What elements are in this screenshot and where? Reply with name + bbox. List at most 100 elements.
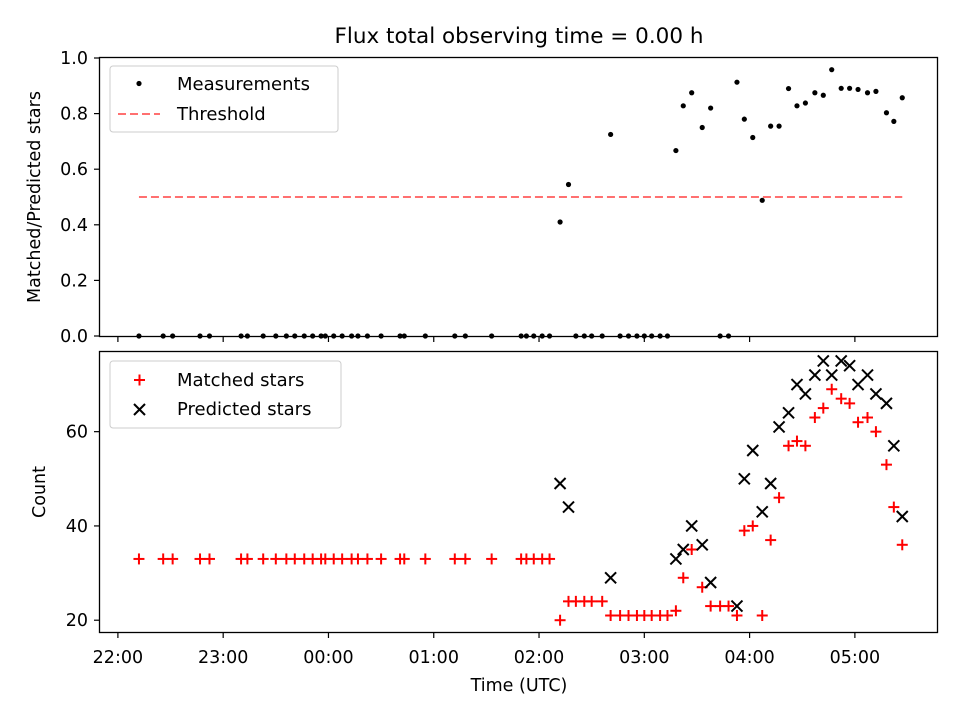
predicted-star-point [843,359,856,372]
predicted-star-point [887,439,901,453]
measurement-point [838,85,844,91]
measurement-point [873,88,879,94]
legend-predicted-marker [133,403,146,416]
matched-star-point [361,553,373,565]
matched-star-point [133,553,145,565]
top-y-tick-label: 0.4 [60,216,88,236]
predicted-star-point [808,368,822,382]
measurement-point [899,95,905,101]
measurement-point [776,123,782,129]
measurement-point [673,147,679,154]
matched-star-point [738,525,750,537]
legend-measurements-label: Measurements [177,74,310,95]
matched-star-point [826,383,838,395]
matched-star-point [686,544,698,556]
predicted-star-point [880,397,893,410]
top-y-tick-label: 1.0 [60,49,88,69]
measurement-point [802,100,808,106]
matched-star-point [880,459,892,471]
matched-star-point [791,435,803,447]
matched-star-point [661,610,673,622]
matched-star-point [203,553,215,565]
top-legend: Measurements Threshold [109,65,339,133]
matched-star-point [888,501,900,513]
matched-star-point [731,610,743,622]
matched-star-point [241,553,253,565]
predicted-star-point [756,505,769,519]
ratio-panel: Flux total observing time = 0.00 h 0.0 0.… [25,24,939,347]
measurement-point [565,181,572,188]
top-y-axis-label: Matched/Predicted stars [25,91,45,303]
bottom-legend-box [109,360,342,429]
matched-star-point [756,610,768,622]
measurement-point [734,79,740,85]
predicted-star-point [677,543,690,556]
predicted-star-point [746,444,759,457]
legend-matched-label: Matched stars [177,370,304,391]
top-legend-box [109,65,339,133]
bottom-y-tick-label: 60 [66,423,88,443]
measurement-point [883,110,890,116]
matched-star-point [586,595,598,607]
measurement-point [750,134,756,141]
bottom-legend: Matched stars Predicted stars [109,360,342,429]
bottom-y-tick-label: 40 [66,517,88,537]
x-tick-label: 00:00 [303,648,353,668]
predicted-star-point [704,576,717,589]
predicted-star-point [851,378,865,391]
matched-star-point [817,402,829,414]
x-axis-label: Time (UTC) [470,676,568,696]
matched-star-point [677,572,689,584]
matched-star-point [870,426,882,438]
predicted-star-point [772,420,786,434]
predicted-star-point [738,472,751,486]
measurement-point [829,67,835,73]
matched-star-point [270,553,282,565]
measurement-point [812,90,818,96]
legend-matched-marker [134,374,145,386]
top-y-tick-label: 0.0 [60,327,88,347]
matched-star-point [783,440,795,452]
top-y-tick-label: 0.2 [60,271,88,291]
x-tick-label: 02:00 [514,648,564,668]
predicted-star-point [869,387,883,401]
bottom-y-axis-label: Count [30,466,50,518]
legend-measurements-marker [136,80,142,87]
top-y-tick-label: 0.8 [60,105,88,125]
top-plot-frame [98,56,939,338]
measurement-point [794,103,800,109]
x-tick-label: 03:00 [619,648,669,668]
matched-star-point [449,553,461,565]
legend-predicted-label: Predicted stars [177,399,311,420]
count-panel: 20 40 60 22:00 23:00 00:00 01:00 02:00 03:00 04:… [30,350,939,696]
measurement-point [557,219,563,225]
matched-star-point [835,393,847,405]
measurement-point [759,197,765,203]
predicted-star-point [782,406,795,420]
predicted-star-point [817,354,830,368]
predicted-star-point [553,477,567,490]
predicted-star-point [799,387,812,401]
predicted-star-point [685,519,698,533]
measurement-point [847,85,853,91]
matched-star-point [336,553,348,565]
predicted-star-point [696,538,709,552]
measurement-point [680,103,686,109]
predicted-star-point [896,510,909,523]
matched-star-point [852,416,864,428]
measurement-point [820,92,826,98]
matched-star-point [773,492,785,504]
matched-star-point [459,553,471,565]
measurement-point [768,123,774,129]
measurement-point [855,86,861,93]
matched-star-point [605,610,617,622]
matched-star-point [705,600,717,612]
matched-star-point [544,553,556,565]
matched-star-point [419,553,431,565]
measurement-point [708,105,714,111]
x-tick-label: 05:00 [830,648,880,668]
matched-star-point [167,553,179,565]
matched-star-point [862,412,874,424]
measurement-point [608,131,614,138]
matched-star-point [844,397,856,409]
